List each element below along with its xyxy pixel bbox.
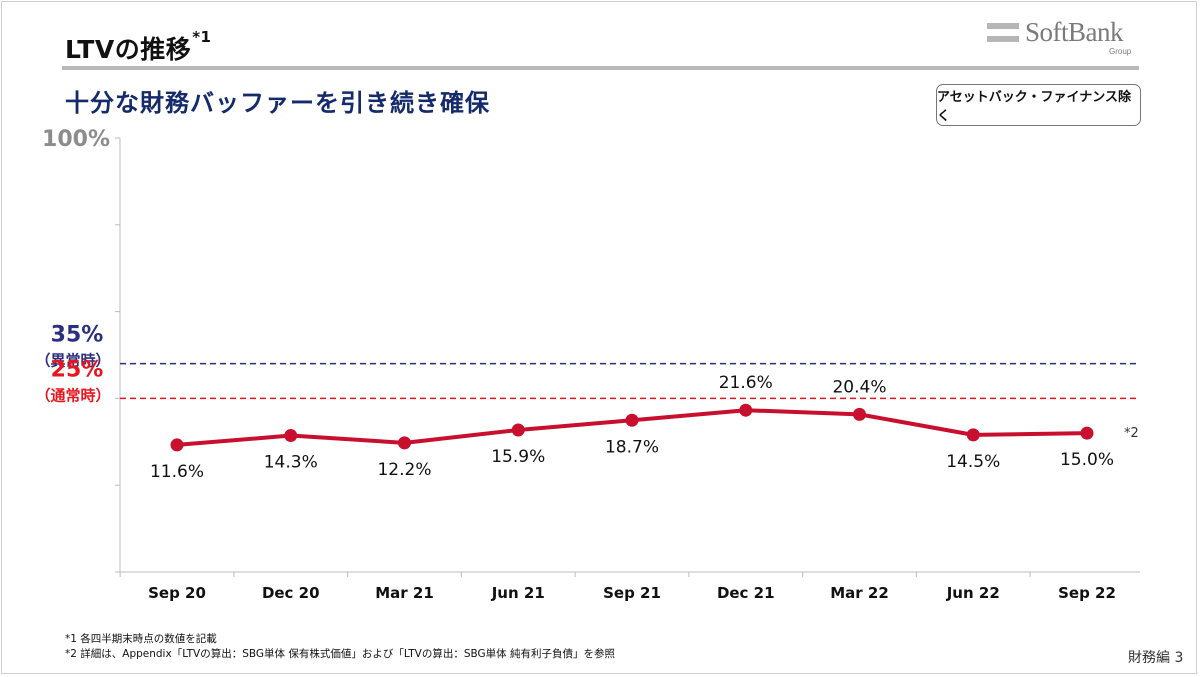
title-footnote-mark: *1 xyxy=(192,28,212,46)
data-point xyxy=(1080,426,1094,440)
page-number: 財務編 3 xyxy=(1128,650,1184,666)
data-point xyxy=(398,436,411,450)
slide-title-text: LTVの推移 xyxy=(65,35,192,64)
x-tick-label: Sep 22 xyxy=(1058,584,1116,602)
threshold-sub-1: （通常時） xyxy=(35,386,110,404)
threshold-label-1: 25% xyxy=(51,357,104,382)
data-label: 15.9% xyxy=(491,447,545,467)
slide-subtitle: 十分な財務バッファーを引き続き確保 xyxy=(65,89,490,117)
x-tick-label: Sep 20 xyxy=(148,584,206,602)
footnotes: *1 各四半期末時点の数値を記載 *2 詳細は、Appendix「LTVの算出：… xyxy=(65,632,615,662)
data-label: 14.3% xyxy=(264,453,318,473)
data-label: 21.6% xyxy=(719,373,773,393)
x-tick-label: Mar 22 xyxy=(830,584,889,602)
x-tick-label: Dec 21 xyxy=(717,584,775,602)
footnote-2: *2 詳細は、Appendix「LTVの算出：SBG単体 保有株式価値」および「… xyxy=(65,648,616,660)
logo-group: Group xyxy=(1109,47,1132,56)
x-tick-label: Dec 20 xyxy=(262,584,320,602)
title-divider xyxy=(62,66,1139,70)
data-point xyxy=(739,403,753,417)
y-top-label: 100% xyxy=(42,127,110,152)
softbank-logo: SoftBank Group xyxy=(987,16,1147,58)
data-point xyxy=(170,438,184,452)
data-label: 20.4% xyxy=(832,377,886,397)
data-point xyxy=(511,423,525,437)
data-point xyxy=(853,407,866,421)
data-point xyxy=(966,428,980,442)
slide-title: LTVの推移*1 xyxy=(65,28,212,66)
data-label: 18.7% xyxy=(605,437,659,457)
x-tick-label: Sep 21 xyxy=(603,584,661,602)
data-point xyxy=(284,429,298,443)
data-label: 12.2% xyxy=(377,460,431,480)
x-tick-label: Jun 22 xyxy=(946,584,1000,602)
x-tick-label: Jun 21 xyxy=(491,584,545,602)
threshold-label-0: 35% xyxy=(51,323,104,348)
annotation-mark: *2 xyxy=(1124,426,1139,441)
data-label: 14.5% xyxy=(946,452,1000,472)
threshold-sub-0: （異常時） xyxy=(35,352,110,370)
data-label: 15.0% xyxy=(1060,450,1114,470)
x-tick-label: Mar 21 xyxy=(375,584,434,602)
scope-note-box: アセットバック・ファイナンス除く xyxy=(936,84,1141,126)
data-point xyxy=(625,413,639,427)
footnote-1: *1 各四半期末時点の数値を記載 xyxy=(65,633,217,645)
logo-name: SoftBank xyxy=(1025,17,1124,47)
data-label: 11.6% xyxy=(150,462,204,482)
